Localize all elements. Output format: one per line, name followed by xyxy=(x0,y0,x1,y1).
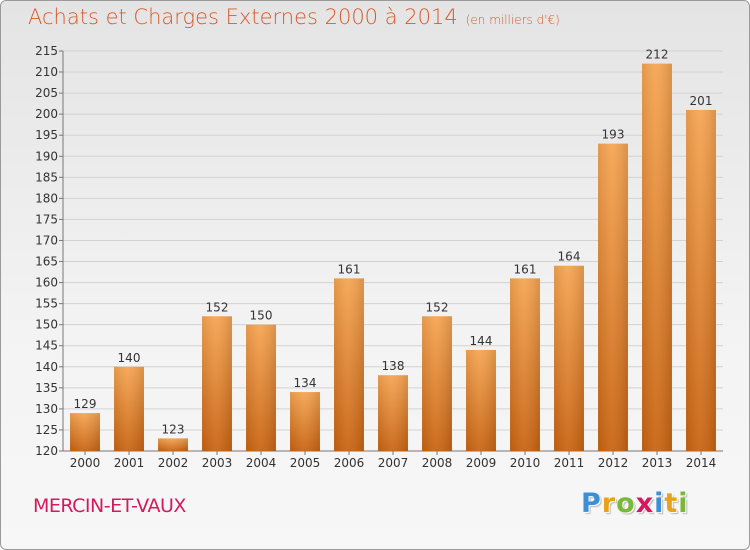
bar-value-label: 201 xyxy=(690,94,713,108)
y-tick-label: 175 xyxy=(35,212,58,226)
bar-shade xyxy=(246,324,276,451)
x-tick-label: 2007 xyxy=(378,456,409,470)
y-tick-label: 210 xyxy=(35,65,58,79)
location-label: MERCIN-ET-VAUX xyxy=(33,495,186,517)
logo-letter: x xyxy=(635,488,655,519)
bar-value-label: 152 xyxy=(426,300,449,314)
bar-value-label: 138 xyxy=(382,359,405,373)
bar-value-label: 123 xyxy=(162,422,185,436)
y-tick-label: 150 xyxy=(35,318,58,332)
bar-value-label: 144 xyxy=(470,334,493,348)
bar-shade xyxy=(114,366,144,451)
x-tick-label: 2000 xyxy=(70,456,101,470)
y-tick-label: 125 xyxy=(35,423,58,437)
bar-value-label: 212 xyxy=(646,48,669,62)
bar-value-label: 152 xyxy=(206,300,229,314)
bar-shade xyxy=(70,413,100,451)
bar-shade xyxy=(510,278,540,451)
y-tick-label: 190 xyxy=(35,149,58,163)
bars xyxy=(70,63,716,452)
y-tick-label: 200 xyxy=(35,107,58,121)
title-unit: (en milliers d'€) xyxy=(465,13,560,27)
y-tick-label: 135 xyxy=(35,381,58,395)
bar-value-label: 161 xyxy=(338,262,361,276)
y-tick-label: 165 xyxy=(35,255,58,269)
bar-value-label: 134 xyxy=(294,376,317,390)
bar-shade xyxy=(642,63,672,451)
x-tick-label: 2002 xyxy=(158,456,189,470)
x-tick-label: 2003 xyxy=(202,456,233,470)
proxiti-logo: Proxiti xyxy=(581,488,689,519)
bar-shade xyxy=(686,109,716,452)
bar-shade xyxy=(378,375,408,451)
bar-shade xyxy=(554,265,584,451)
bar-shade xyxy=(334,278,364,451)
bar-shade xyxy=(598,143,628,451)
title-text: Achats et Charges Externes 2000 à 2014 xyxy=(28,5,458,29)
bar-shade xyxy=(202,316,232,451)
logo-letter: t xyxy=(664,488,679,519)
bar-value-label: 140 xyxy=(118,351,141,365)
logo-letter: i xyxy=(654,488,665,519)
chart-title: Achats et Charges Externes 2000 à 2014 (e… xyxy=(28,5,560,29)
x-tick-label: 2008 xyxy=(422,456,453,470)
x-tick-label: 2004 xyxy=(246,456,277,470)
y-tick-label: 215 xyxy=(35,44,58,58)
y-tick-label: 170 xyxy=(35,233,58,247)
y-tick-label: 145 xyxy=(35,339,58,353)
bar-value-label: 150 xyxy=(250,309,273,323)
y-tick-label: 205 xyxy=(35,86,58,100)
x-tick-label: 2001 xyxy=(114,456,145,470)
y-tick-label: 155 xyxy=(35,297,58,311)
x-tick-label: 2014 xyxy=(686,456,717,470)
y-tick-label: 185 xyxy=(35,170,58,184)
bar-shade xyxy=(158,438,188,451)
y-tick-label: 140 xyxy=(35,360,58,374)
logo-letter: P xyxy=(581,488,602,519)
bar-value-label: 129 xyxy=(74,397,97,411)
logo-letter: o xyxy=(616,488,636,519)
y-tick-label: 160 xyxy=(35,276,58,290)
bar-value-label: 164 xyxy=(558,250,581,264)
x-tick-label: 2013 xyxy=(642,456,673,470)
y-tick-label: 120 xyxy=(35,444,58,458)
labels: 120 125 130 135 140 145 150 155 160 165 170 175 180 1… xyxy=(35,44,716,470)
x-tick-label: 2009 xyxy=(466,456,497,470)
x-tick-label: 2010 xyxy=(510,456,541,470)
logo-letter: i xyxy=(678,488,689,519)
bar-value-label: 161 xyxy=(514,262,537,276)
bar-shade xyxy=(290,392,320,451)
y-tick-label: 180 xyxy=(35,191,58,205)
x-tick-label: 2012 xyxy=(598,456,629,470)
x-tick-label: 2011 xyxy=(554,456,585,470)
y-tick-label: 195 xyxy=(35,128,58,142)
bar-shade xyxy=(466,349,496,451)
bar-shade xyxy=(422,316,452,451)
bar-value-label: 193 xyxy=(602,128,625,142)
y-tick-label: 130 xyxy=(35,402,58,416)
x-tick-label: 2006 xyxy=(334,456,365,470)
x-tick-label: 2005 xyxy=(290,456,321,470)
logo-letter: r xyxy=(601,488,617,519)
